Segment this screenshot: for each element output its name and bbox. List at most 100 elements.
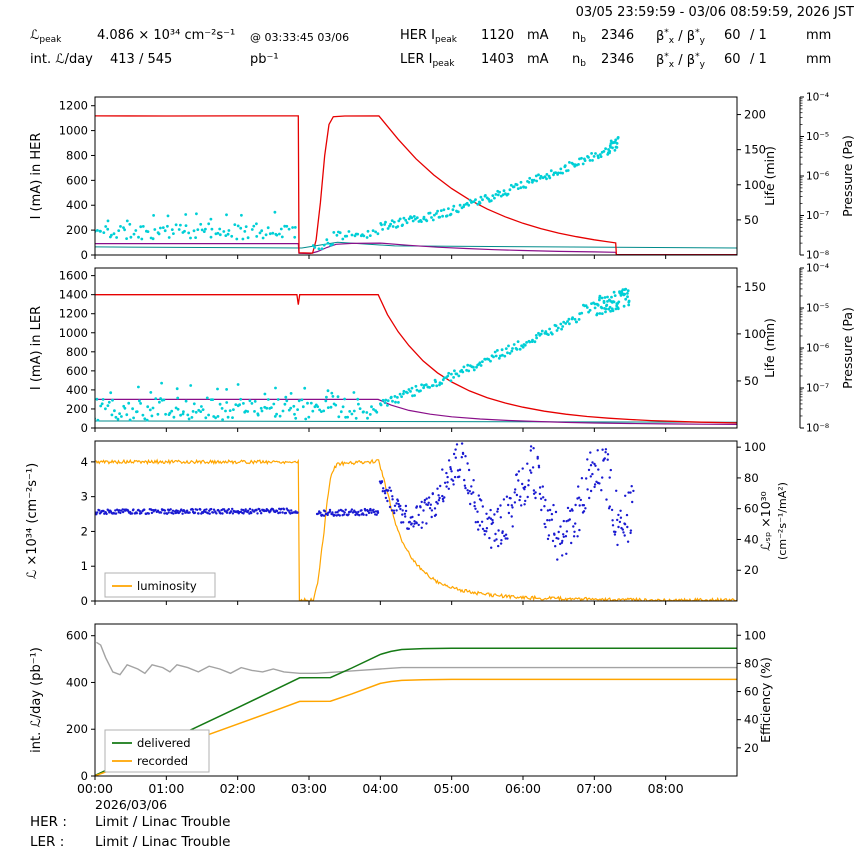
x-tick-label: 08:00 xyxy=(648,781,684,796)
beta-star-ler: * xyxy=(664,52,669,62)
series-luminosity xyxy=(95,458,737,601)
svg-text:400: 400 xyxy=(66,383,88,397)
svg-text:1200: 1200 xyxy=(59,99,88,113)
nb-sub-ler: b xyxy=(580,59,586,69)
ler-beta-unit: mm xyxy=(806,52,832,67)
svg-text:0: 0 xyxy=(81,421,88,435)
beta-star2-ler: * xyxy=(695,52,700,62)
her-ipeak-unit: mA xyxy=(527,28,549,43)
beta-base2: β xyxy=(686,29,696,44)
beta-y: y xyxy=(699,36,705,46)
svg-text:1000: 1000 xyxy=(59,326,88,340)
x-tick-label: 04:00 xyxy=(362,781,398,796)
lpeak-value: 4.086 × 10³⁴ cm⁻²s⁻¹ xyxy=(97,28,236,43)
svg-text:100: 100 xyxy=(744,440,766,454)
svg-text:10⁻⁸: 10⁻⁸ xyxy=(806,250,829,262)
svg-text:1400: 1400 xyxy=(59,288,88,302)
ler-beta-value2: / 1 xyxy=(750,52,767,67)
y-axis-label-pressure: Pressure (Pa) xyxy=(840,135,855,217)
lpeak-label: ℒpeak xyxy=(30,28,61,45)
svg-text:0: 0 xyxy=(81,248,88,262)
svg-text:20: 20 xyxy=(744,563,759,577)
her-ipeak-label: HER Ipeak xyxy=(400,28,457,45)
her-beta-value2: / 1 xyxy=(750,28,767,43)
svg-text:600: 600 xyxy=(66,629,88,643)
svg-text:80: 80 xyxy=(744,656,759,670)
her-beta-value: 60 xyxy=(724,28,741,43)
svg-text:1200: 1200 xyxy=(59,307,88,321)
x-tick-label: 00:00 xyxy=(77,781,113,796)
beta-star2: * xyxy=(695,28,700,38)
lpeak-symbol: ℒ xyxy=(30,28,40,43)
svg-text:60: 60 xyxy=(744,502,759,516)
svg-text:400: 400 xyxy=(66,198,88,212)
legend: luminosity xyxy=(104,572,216,598)
svg-text:200: 200 xyxy=(66,223,88,237)
ler-ipeak-unit: mA xyxy=(527,52,549,67)
svg-text:400: 400 xyxy=(66,675,88,689)
beta-star: * xyxy=(664,28,669,38)
series-specific-luminosity xyxy=(95,442,635,561)
x-axis-date: 2026/03/06 xyxy=(95,797,167,812)
ler-status-value: Limit / Linac Trouble xyxy=(95,834,231,850)
svg-text:40: 40 xyxy=(744,532,759,546)
her-ipeak-sub: peak xyxy=(435,35,457,45)
her-status-row: HER : Limit / Linac Trouble xyxy=(30,814,230,830)
x-tick-label: 07:00 xyxy=(576,781,612,796)
svg-text:80: 80 xyxy=(744,471,759,485)
her-status-label: HER : xyxy=(30,814,67,830)
y-axis-label-right: Life (min) xyxy=(762,318,777,378)
intlum-value: 413 / 545 xyxy=(110,52,173,67)
ler-nb-value: 2346 xyxy=(601,52,635,67)
svg-text:0: 0 xyxy=(81,769,88,783)
svg-text:100: 100 xyxy=(744,327,766,341)
ler-ipeak-sub: peak xyxy=(432,59,455,69)
legend: delivered recorded xyxy=(104,729,210,773)
y-axis-label-right: Efficiency (%) xyxy=(758,657,773,743)
her-nb-value: 2346 xyxy=(601,28,635,43)
ler-beta-value: 60 xyxy=(724,52,741,67)
svg-text:600: 600 xyxy=(66,173,88,187)
svg-text:100: 100 xyxy=(744,628,766,642)
svg-text:10⁻⁷: 10⁻⁷ xyxy=(806,210,829,222)
svg-text:800: 800 xyxy=(66,148,88,162)
beta-y-ler: y xyxy=(699,60,705,70)
svg-text:50: 50 xyxy=(744,213,759,227)
beta-sep: / xyxy=(674,29,687,44)
her-ipeak-text: HER I xyxy=(400,28,435,43)
series-ler-aux-current xyxy=(95,398,737,425)
y-axis-label-left: I (mA) in LER xyxy=(29,306,44,390)
svg-text:10⁻⁶: 10⁻⁶ xyxy=(806,343,829,355)
svg-text:3: 3 xyxy=(81,490,88,504)
ler-ipeak-label: LER Ipeak xyxy=(400,52,454,69)
svg-text:60: 60 xyxy=(744,685,759,699)
ler-status-label: LER : xyxy=(30,834,65,850)
date-range-label: 03/05 23:59:59 - 03/06 08:59:59, 2026 JS… xyxy=(575,5,854,20)
svg-text:100: 100 xyxy=(744,178,766,192)
intlum-label: int. ℒ/day xyxy=(30,52,93,67)
series-ler-lifetime xyxy=(95,287,631,422)
svg-text:10⁻⁷: 10⁻⁷ xyxy=(806,383,829,395)
panel-luminosity: 0 1 2 3 4 ℒ ×10³⁴ (cm⁻²s⁻¹) 20 40 60 80 100 ℒₛₚ ×10… xyxy=(25,440,789,608)
lpeak-subscript: peak xyxy=(39,35,62,45)
series-her-lifetime xyxy=(95,136,620,251)
svg-text:10⁻⁴: 10⁻⁴ xyxy=(806,263,829,275)
ler-beta-label: β*x / β*y xyxy=(656,52,705,70)
intlum-unit: pb⁻¹ xyxy=(250,52,279,67)
panel-her-current: 0 200 400 600 800 1000 1200 I (mA) in HER 50 100 1… xyxy=(29,92,855,263)
svg-text:50: 50 xyxy=(744,374,759,388)
her-beta-unit: mm xyxy=(806,28,832,43)
svg-text:10⁻⁵: 10⁻⁵ xyxy=(806,131,829,143)
y-axis-label-right: Life (min) xyxy=(762,146,777,206)
ler-status-row: LER : Limit / Linac Trouble xyxy=(30,834,230,850)
svg-text:200: 200 xyxy=(66,722,88,736)
lpeak-timestamp: @ 03:33:45 03/06 xyxy=(250,31,350,44)
svg-text:1000: 1000 xyxy=(59,124,88,138)
nb-base: n xyxy=(572,28,581,43)
series-her-beam-current xyxy=(95,115,737,255)
her-ipeak-value: 1120 xyxy=(481,28,515,43)
ler-nb-label: nb xyxy=(572,52,586,69)
svg-text:4: 4 xyxy=(81,455,88,469)
legend-label: luminosity xyxy=(137,579,197,593)
series-her-pressure xyxy=(95,241,737,249)
